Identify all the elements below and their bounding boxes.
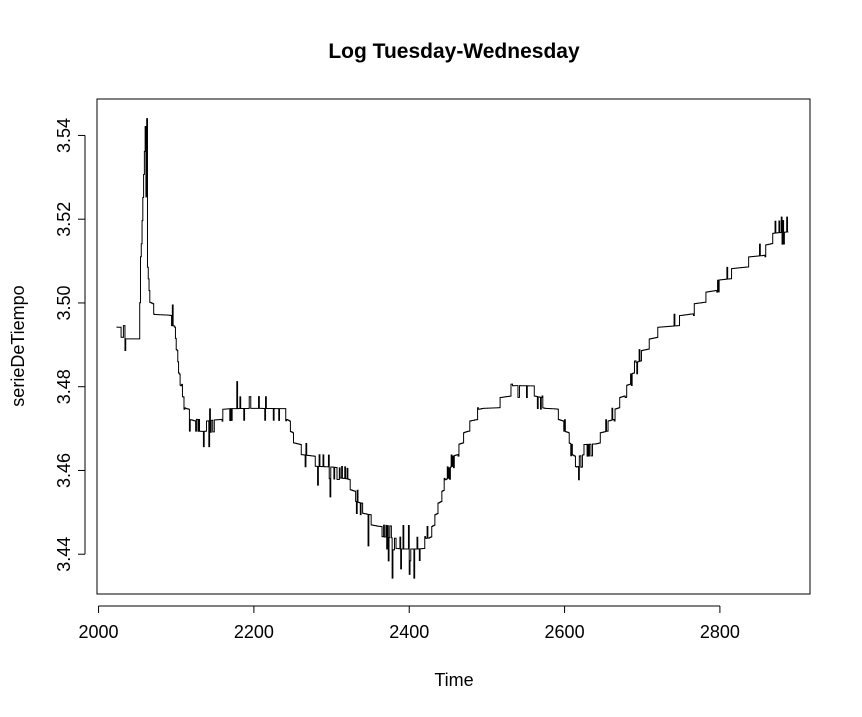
x-axis: 2000 2200 2400 2600 2800 (79, 605, 740, 642)
x-axis-label: Time (434, 670, 473, 690)
chart-title: Log Tuesday-Wednesday (328, 40, 580, 63)
y-axis: 3.44 3.46 3.48 3.50 3.52 3.54 (54, 118, 86, 572)
y-tick-label: 3.48 (54, 369, 74, 404)
y-tick-label: 3.46 (54, 453, 74, 488)
x-tick-label: 2000 (79, 622, 119, 642)
x-tick-label: 2200 (234, 622, 274, 642)
plot-box (96, 98, 811, 595)
x-tick-label: 2600 (545, 622, 585, 642)
x-tick-label: 2400 (389, 622, 429, 642)
y-tick-label: 3.54 (54, 118, 74, 153)
series-layer (116, 118, 789, 579)
y-tick-label: 3.50 (54, 285, 74, 320)
y-axis-label: serieDeTiempo (8, 285, 28, 406)
series-line (116, 118, 789, 579)
y-tick-label: 3.52 (54, 202, 74, 237)
y-tick-label: 3.44 (54, 537, 74, 572)
x-tick-label: 2800 (700, 622, 740, 642)
